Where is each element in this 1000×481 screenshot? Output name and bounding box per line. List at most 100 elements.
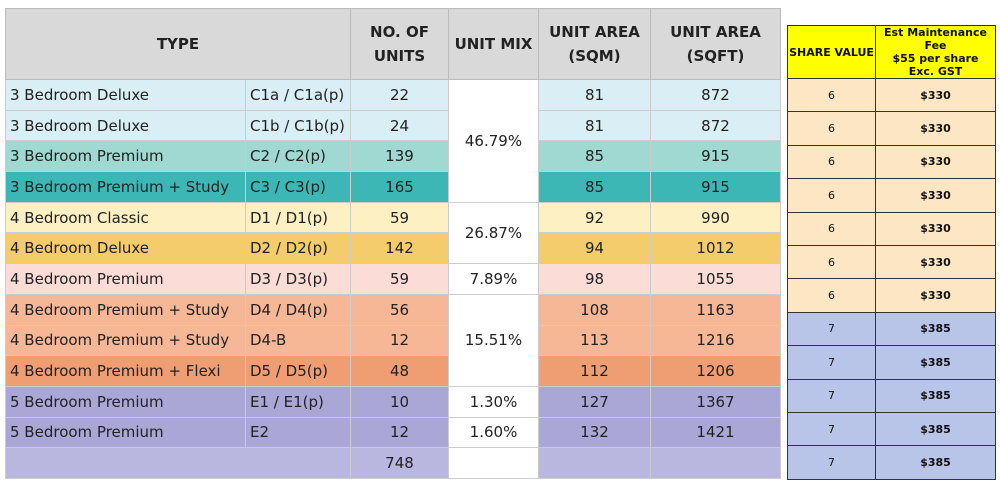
sqm: 113	[538, 324, 651, 357]
fee: $330	[875, 178, 996, 213]
row: 7 $385	[787, 411, 996, 447]
row: 5 Bedroom Premium E1 / E1(p) 10 1.30% 127 136…	[5, 385, 781, 418]
code: D4 / D4(p)	[245, 293, 351, 326]
fee-table: SHARE VALUE Est Maintenance Fee $55 per s…	[787, 25, 996, 480]
sqm: 132	[538, 416, 651, 449]
type: 3 Bedroom Premium + Study	[5, 171, 246, 203]
fee-header-line: Est Maintenance Fee	[884, 26, 987, 53]
units: 59	[350, 263, 449, 295]
fee: $385	[875, 311, 996, 347]
type: 3 Bedroom Deluxe	[5, 109, 246, 142]
sqft: 872	[650, 79, 781, 111]
share-value: 6	[787, 178, 876, 213]
row: 3 Bedroom Deluxe C1a / C1a(p) 22 46.79% 81 87…	[5, 79, 781, 203]
share-value: 6	[787, 144, 876, 180]
unit-mix: 7.89%	[448, 263, 539, 295]
fee: $385	[875, 445, 996, 480]
blank-cell	[538, 447, 651, 479]
sqm: 108	[538, 293, 651, 326]
code: D5 / D5(p)	[245, 355, 351, 387]
type: 4 Bedroom Classic	[5, 201, 246, 234]
row: 7 $385	[787, 345, 996, 380]
code: C2 / C2(p)	[245, 140, 351, 173]
sqft: 1216	[650, 324, 781, 357]
header-sqft: UNIT AREA (SQFT)	[650, 8, 781, 80]
units: 142	[350, 232, 449, 265]
type: 4 Bedroom Premium + Study	[5, 324, 246, 357]
row: 6 $330	[787, 144, 996, 180]
blank-cell	[650, 447, 781, 479]
type: 4 Bedroom Premium + Flexi	[5, 355, 246, 387]
units: 165	[350, 171, 449, 203]
blank-cell	[448, 447, 539, 479]
share-value: 7	[787, 411, 876, 447]
units: 12	[350, 324, 449, 357]
row: 3 Bedroom Premium C2 / C2(p) 139 85 915	[5, 140, 781, 173]
code: C1a / C1a(p)	[245, 79, 351, 111]
unit-mix: 1.30%	[448, 385, 539, 418]
fee: $385	[875, 378, 996, 413]
row: 6 $330	[787, 211, 996, 246]
header-fee: Est Maintenance Fee $55 per share Exc. GST	[875, 25, 996, 79]
header-sqm: UNIT AREA (SQM)	[538, 8, 651, 80]
row: 3 Bedroom Premium + Study C3 / C3(p) 165 85…	[5, 171, 781, 203]
sqft: 915	[650, 140, 781, 173]
blank-cell	[5, 447, 351, 479]
sqm: 85	[538, 140, 651, 173]
fee: $330	[875, 211, 996, 246]
sqft: 915	[650, 171, 781, 203]
fee: $330	[875, 111, 996, 146]
code: E2	[245, 416, 351, 449]
sqm: 112	[538, 355, 651, 387]
units: 24	[350, 109, 449, 142]
row: 4 Bedroom Classic D1 / D1(p) 59 26.87% 92 990	[5, 201, 781, 265]
sqft: 1206	[650, 355, 781, 387]
row: 3 Bedroom Deluxe C1b / C1b(p) 24 81 872	[5, 109, 781, 142]
code: D4-B	[245, 324, 351, 357]
fee-header-line: $55 per share	[892, 52, 979, 65]
fee: $330	[875, 77, 996, 113]
share-value: 6	[787, 278, 876, 313]
share-value: 7	[787, 311, 876, 347]
units: 10	[350, 385, 449, 418]
units: 139	[350, 140, 449, 173]
sqm: 127	[538, 385, 651, 418]
row: 6 $330	[787, 278, 996, 313]
row: 5 Bedroom Premium E2 12 1.60% 132 1421	[5, 416, 781, 449]
sqft: 990	[650, 201, 781, 234]
code: D2 / D2(p)	[245, 232, 351, 265]
type: 3 Bedroom Deluxe	[5, 79, 246, 111]
units: 48	[350, 355, 449, 387]
unit-mix: 15.51%	[448, 293, 539, 387]
code: D1 / D1(p)	[245, 201, 351, 234]
sqm: 81	[538, 109, 651, 142]
row: 7 $385	[787, 311, 996, 347]
units: 59	[350, 201, 449, 234]
code: E1 / E1(p)	[245, 385, 351, 418]
sqft: 1163	[650, 293, 781, 326]
share-value: 6	[787, 111, 876, 146]
share-value: 6	[787, 244, 876, 280]
share-value: 7	[787, 445, 876, 480]
unit-mix: 46.79%	[448, 79, 539, 203]
code: D3 / D3(p)	[245, 263, 351, 295]
share-value: 6	[787, 77, 876, 113]
total-row: 748	[5, 447, 781, 479]
sqft: 1012	[650, 232, 781, 265]
share-value: 6	[787, 211, 876, 246]
type: 5 Bedroom Premium	[5, 416, 246, 449]
row: 4 Bedroom Premium + Study D4-B 12 113 1216	[5, 324, 781, 357]
row: 6 $330	[787, 178, 996, 213]
units: 12	[350, 416, 449, 449]
fee: $385	[875, 411, 996, 447]
code: C3 / C3(p)	[245, 171, 351, 203]
sqm: 98	[538, 263, 651, 295]
row: 4 Bedroom Premium + Flexi D5 / D5(p) 48 112…	[5, 355, 781, 387]
row: 7 $385	[787, 445, 996, 480]
type: 5 Bedroom Premium	[5, 385, 246, 418]
row: 6 $330	[787, 244, 996, 280]
sqft: 1367	[650, 385, 781, 418]
type: 3 Bedroom Premium	[5, 140, 246, 173]
unit-mix: 1.60%	[448, 416, 539, 449]
